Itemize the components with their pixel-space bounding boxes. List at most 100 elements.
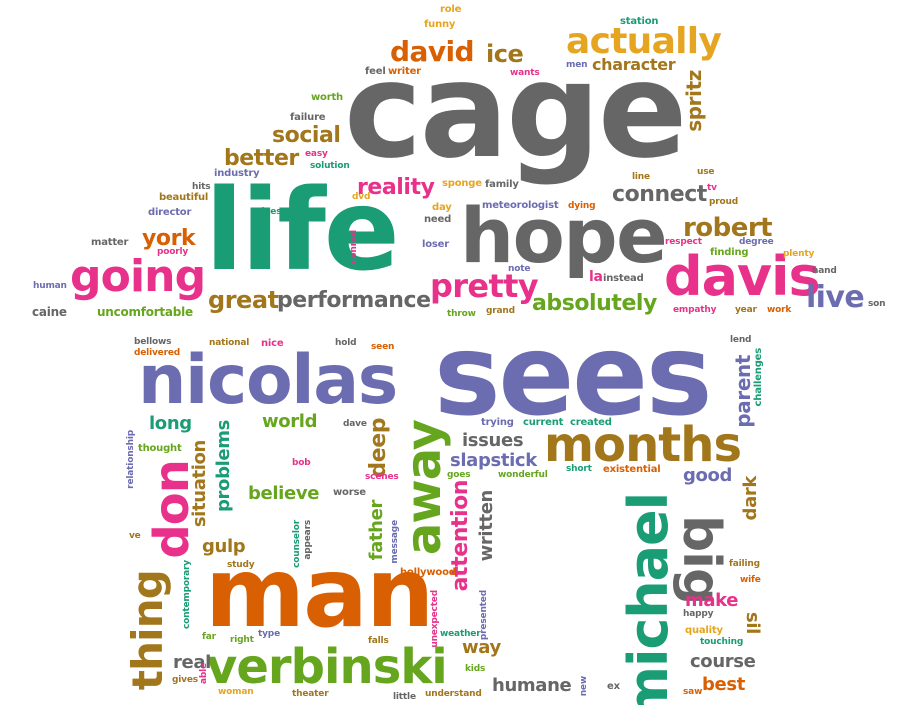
word-cloud-word: current [523, 417, 564, 428]
word-cloud-word: day [432, 202, 452, 213]
word-cloud-word: feel [365, 66, 386, 77]
word-cloud-word: great [208, 286, 279, 314]
word-cloud-word: role [440, 4, 462, 15]
word-cloud-word: failing [729, 559, 760, 569]
word-cloud-word: wants [510, 68, 540, 78]
word-cloud-word: thing [123, 570, 172, 691]
word-cloud-word: type [258, 629, 280, 639]
word-cloud-word: existential [603, 464, 661, 475]
word-cloud-word: dying [568, 201, 596, 211]
word-cloud-word: real [173, 652, 211, 673]
word-cloud-word: character [592, 55, 676, 74]
word-cloud-word: man [205, 537, 434, 649]
word-cloud-word: weather [440, 629, 481, 639]
word-cloud-word: problems [213, 420, 234, 512]
word-cloud-word: contemporary [182, 560, 192, 629]
word-cloud-word: reality [357, 175, 435, 200]
word-cloud-word: doesn [258, 207, 288, 217]
word-cloud-word: sees [434, 311, 713, 441]
word-cloud-word: challenges [753, 348, 764, 407]
word-cloud-word: believe [248, 483, 320, 504]
word-cloud-word: able [199, 663, 209, 684]
word-cloud-word: funny [424, 19, 456, 30]
word-cloud-word: throw [447, 309, 476, 319]
word-cloud-word: good [683, 465, 733, 486]
word-cloud-word: plenty [783, 249, 815, 259]
word-cloud-word: matter [91, 237, 129, 248]
word-cloud-word: big [671, 515, 731, 605]
word-cloud-word: right [230, 635, 254, 645]
word-cloud-word: parent [731, 355, 755, 428]
word-cloud-word: life [205, 166, 400, 296]
word-cloud-word: family [485, 179, 519, 190]
word-cloud-word: hollywood [400, 567, 456, 578]
word-cloud-word: cage [344, 34, 687, 188]
word-cloud-word: little [393, 692, 416, 702]
word-cloud-word: thought [138, 443, 182, 454]
word-cloud-word: quality [685, 625, 723, 636]
word-cloud-word: national [209, 338, 250, 348]
word-cloud-word: written [476, 490, 497, 562]
word-cloud-word: falls [368, 636, 389, 646]
word-cloud-word: worth [311, 92, 343, 103]
word-cloud-word: wife [740, 575, 761, 585]
word-cloud-word: goes [447, 470, 471, 480]
word-cloud-word: presented [479, 590, 489, 641]
word-cloud-word: caine [32, 305, 67, 319]
word-cloud-word: ex [607, 681, 620, 692]
word-cloud-word: hits [192, 182, 211, 192]
word-cloud-word: use [697, 167, 715, 177]
word-cloud-word: best [702, 674, 745, 695]
word-cloud-word: make [685, 590, 739, 611]
word-cloud-word: better [224, 146, 299, 171]
word-cloud-word: away [396, 420, 452, 556]
word-cloud-word: course [690, 651, 756, 672]
word-cloud-word: message [390, 520, 400, 564]
word-cloud-word: humane [492, 675, 572, 696]
word-cloud-word: beautiful [159, 192, 209, 203]
word-cloud-word: gulp [202, 536, 246, 557]
word-cloud-word: hold [335, 338, 357, 348]
word-cloud-word: theater [292, 689, 329, 699]
word-cloud-word: need [424, 214, 452, 225]
word-cloud-word: uncomfortable [97, 305, 193, 319]
word-cloud-word: live [806, 280, 865, 315]
word-cloud-word: far [202, 632, 216, 642]
word-cloud-word: touching [700, 637, 744, 647]
word-cloud-word: human [33, 281, 67, 291]
word-cloud-word: work [767, 305, 792, 315]
word-cloud-word: loser [422, 239, 449, 250]
word-cloud-word: nice [261, 338, 284, 349]
word-cloud-word: industry [214, 168, 260, 179]
word-cloud-word: pretty [430, 267, 539, 305]
word-cloud-word: deep [366, 418, 391, 478]
word-cloud-word: saw [683, 687, 703, 697]
word-cloud-word: performance [277, 288, 431, 313]
word-cloud-word: dave [343, 419, 367, 429]
word-cloud-word: kids [465, 664, 486, 674]
word-cloud-word: conrad [349, 230, 359, 264]
word-cloud-word: grand [486, 306, 515, 316]
word-cloud-word: new [579, 676, 589, 697]
word-cloud-word: actually [566, 21, 722, 62]
word-cloud-word: note [508, 264, 531, 274]
word-cloud-word: bob [292, 458, 311, 468]
word-cloud-word: degree [739, 237, 774, 247]
word-cloud-word: david [390, 35, 475, 68]
word-cloud-word: study [227, 560, 255, 570]
word-cloud-word: counselor [292, 520, 302, 568]
word-cloud-word: spritz [682, 70, 706, 132]
word-cloud-word: seen [371, 342, 395, 352]
word-cloud-word: verbinski [206, 639, 448, 695]
word-cloud-word: connect [612, 182, 707, 207]
word-cloud-word: men [566, 60, 588, 70]
word-cloud-word: short [566, 464, 592, 474]
word-cloud-word: lend [730, 335, 752, 345]
word-cloud-word: scenes [365, 472, 399, 482]
word-cloud-word: easy [305, 149, 328, 159]
word-cloud-word: poorly [157, 247, 189, 257]
word-cloud-word: empathy [673, 305, 717, 315]
word-cloud-word: issues [462, 430, 524, 451]
word-cloud-word: wonderful [498, 470, 548, 480]
word-cloud-word: dark [740, 476, 761, 521]
